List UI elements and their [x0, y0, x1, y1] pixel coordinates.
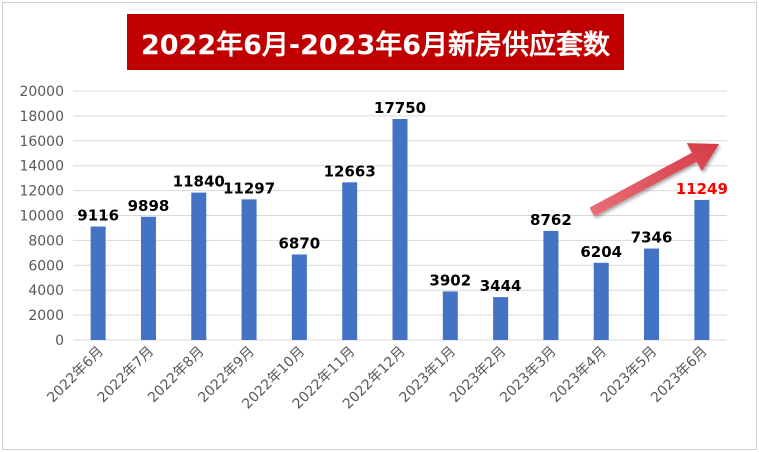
y-tick-label: 4000 — [28, 283, 64, 299]
data-label: 3902 — [429, 271, 471, 289]
data-label: 7346 — [631, 229, 673, 247]
data-label: 3444 — [480, 277, 522, 295]
data-label: 12663 — [324, 162, 376, 180]
bars — [90, 119, 710, 340]
bar — [191, 192, 207, 340]
chart-title: 2022年6月-2023年6月新房供应套数 — [140, 29, 611, 61]
data-label: 6870 — [279, 234, 321, 252]
bar — [543, 230, 559, 340]
chart-title-box: 2022年6月-2023年6月新房供应套数 — [127, 14, 624, 70]
bar — [644, 248, 660, 340]
bar — [140, 216, 156, 340]
bar — [291, 254, 307, 340]
y-tick-label: 12000 — [19, 184, 64, 200]
y-tick-label: 8000 — [28, 233, 64, 249]
y-tick-label: 10000 — [19, 209, 64, 225]
data-label: 11297 — [223, 179, 275, 197]
data-label: 11840 — [173, 173, 225, 191]
trend-arrow-icon — [589, 143, 719, 217]
y-tick-label: 16000 — [19, 134, 64, 150]
bar — [694, 199, 710, 340]
y-tick-label: 14000 — [19, 159, 64, 175]
y-tick-label: 20000 — [19, 84, 64, 100]
bar — [593, 262, 609, 340]
data-label: 17750 — [374, 99, 426, 117]
bar — [90, 226, 106, 340]
bar — [392, 119, 408, 340]
data-label: 8762 — [530, 211, 572, 229]
x-axis-ticks: 2022年6月2022年7月2022年8月2022年9月2022年10月2022… — [44, 344, 710, 413]
bar — [241, 199, 257, 340]
data-label: 9116 — [77, 207, 119, 225]
data-label: 6204 — [580, 243, 622, 261]
trend-arrow — [589, 143, 719, 217]
y-tick-label: 0 — [55, 333, 64, 349]
data-label: 9898 — [128, 197, 170, 215]
y-axis-ticks: 0 2000 4000 6000 8000 10000 12000 14000 16000 180… — [19, 84, 64, 349]
y-tick-label: 6000 — [28, 258, 64, 274]
bar — [442, 291, 458, 340]
bar — [342, 182, 358, 340]
data-label: 11249 — [676, 180, 728, 198]
y-tick-label: 18000 — [19, 109, 64, 125]
bar — [493, 297, 509, 340]
y-tick-label: 2000 — [28, 308, 64, 324]
